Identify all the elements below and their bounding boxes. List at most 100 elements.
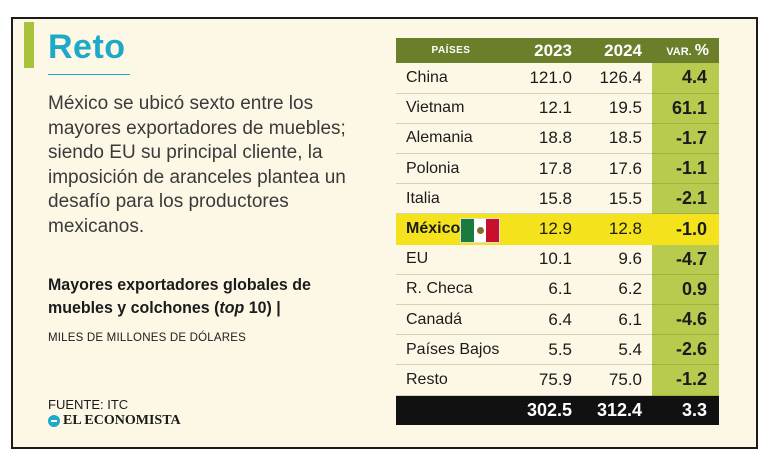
- exporters-table: PAÍSES 2023 2024 VAR. % China 121.0 126.4 4…: [396, 38, 719, 426]
- variation-cell-text: 4.4: [681, 67, 707, 88]
- value-2023-cell: 12.1: [506, 93, 582, 124]
- total-row: 302.5 312.4 3.3: [396, 395, 719, 426]
- country-cell: R. Checa: [396, 274, 506, 306]
- value-2024-cell: 6.1: [582, 304, 652, 336]
- variation-cell: -1.1: [652, 153, 719, 185]
- value-2024-cell-text: 17.6: [608, 158, 642, 178]
- variation-cell-text: -4.6: [675, 309, 707, 330]
- value-2023-cell: 17.8: [506, 153, 582, 185]
- source-label: FUENTE: ITC: [48, 397, 129, 412]
- chart-title-part2: 10) |: [244, 298, 281, 317]
- value-2024-cell: 18.5: [582, 123, 652, 155]
- value-2023-cell: 18.8: [506, 123, 582, 155]
- value-2024-cell-text: 75.0: [608, 369, 642, 389]
- value-2024-cell: 15.5: [582, 183, 652, 215]
- country-cell: Resto: [396, 364, 506, 396]
- header-2023: 2023: [506, 38, 582, 63]
- value-2023-cell-text: 10.1: [538, 249, 572, 269]
- variation-cell-text: 0.9: [681, 278, 707, 299]
- variation-cell-text: -2.1: [675, 188, 707, 209]
- variation-cell: -4.6: [652, 304, 719, 336]
- country-cell: Polonia: [396, 153, 506, 185]
- country-cell-text: R. Checa: [406, 280, 473, 298]
- table-row: EU 10.1 9.6 -4.7: [396, 244, 719, 275]
- value-2024-cell: 5.4: [582, 334, 652, 366]
- table-row: Vietnam 12.1 19.5 61.1: [396, 93, 719, 124]
- value-2023-cell-text: 12.1: [538, 98, 572, 118]
- variation-cell: -1.2: [652, 364, 719, 396]
- brand-logo: EL ECONOMISTA: [48, 413, 181, 429]
- value-2023-cell: 5.5: [506, 334, 582, 366]
- brand-icon: [48, 415, 60, 427]
- value-2024-cell-text: 6.1: [618, 309, 642, 329]
- accent-bar: [24, 22, 34, 68]
- table-row: Canadá 6.4 6.1 -4.6: [396, 304, 719, 336]
- total-var-cell: 3.3: [652, 395, 719, 426]
- country-cell-text: EU: [406, 250, 429, 268]
- table-row: México 12.9 12.8 -1.0: [396, 213, 719, 245]
- table-body: China 121.0 126.4 4.4 Vietnam 12.1 19.5 61.1 Ale…: [396, 63, 719, 426]
- value-2023-cell: 75.9: [506, 364, 582, 396]
- percent-sign: %: [694, 41, 709, 59]
- brand-name: EL ECONOMISTA: [63, 413, 181, 428]
- value-2023-cell-text: 17.8: [538, 158, 572, 178]
- value-2023-cell: 6.4: [506, 304, 582, 336]
- value-2023-cell-text: 75.9: [538, 369, 572, 389]
- value-2023-cell-text: 5.5: [548, 339, 572, 359]
- value-2023-cell-text: 6.1: [548, 279, 572, 299]
- country-cell: EU: [396, 244, 506, 275]
- header-var: VAR. %: [652, 38, 719, 63]
- table-row: China 121.0 126.4 4.4: [396, 63, 719, 94]
- variation-cell: 0.9: [652, 274, 719, 306]
- value-2023-cell-text: 12.9: [538, 219, 572, 239]
- variation-cell: -1.0: [652, 213, 719, 245]
- value-2023-cell-text: 15.8: [538, 188, 572, 208]
- value-2024-cell: 12.8: [582, 213, 652, 245]
- table-row: Países Bajos 5.5 5.4 -2.6: [396, 334, 719, 366]
- value-2024-cell: 6.2: [582, 274, 652, 306]
- value-2024-cell-text: 6.2: [618, 279, 642, 299]
- total-2024-cell: 312.4: [582, 395, 652, 426]
- chart-title-part1: Mayores exportadores globales de muebles…: [48, 275, 311, 317]
- country-cell-text: Países Bajos: [406, 340, 500, 358]
- variation-cell: -2.6: [652, 334, 719, 366]
- value-2024-cell-text: 18.5: [608, 128, 642, 148]
- variation-cell-text: -2.6: [675, 339, 707, 360]
- table-row: Resto 75.9 75.0 -1.2: [396, 364, 719, 396]
- total-label-cell: [396, 395, 506, 426]
- country-cell-text: Alemania: [406, 129, 473, 147]
- country-cell-text: Polonia: [406, 159, 460, 177]
- country-cell: Vietnam: [396, 93, 506, 124]
- variation-cell: 4.4: [652, 63, 719, 94]
- value-2023-cell: 6.1: [506, 274, 582, 306]
- variation-cell: -2.1: [652, 183, 719, 215]
- value-2024-cell: 19.5: [582, 93, 652, 124]
- header-countries: PAÍSES: [396, 38, 506, 63]
- country-cell: Italia: [396, 183, 506, 215]
- value-2024-cell-text: 19.5: [608, 98, 642, 118]
- value-2023-cell: 121.0: [506, 63, 582, 94]
- chart-title-em: top: [219, 298, 245, 317]
- value-2024-cell-text: 15.5: [608, 188, 642, 208]
- variation-cell-text: -1.7: [675, 127, 707, 148]
- value-2024-cell-text: 12.8: [608, 219, 642, 239]
- value-2024-cell-text: 5.4: [618, 339, 642, 359]
- value-2023-cell-text: 121.0: [529, 67, 572, 87]
- value-2024-cell-text: 126.4: [599, 67, 642, 87]
- variation-cell-text: -1.0: [675, 218, 707, 239]
- units-label: MILES DE MILLONES DE DÓLARES: [48, 332, 246, 344]
- country-cell-text: Resto: [406, 370, 448, 388]
- country-cell: Alemania: [396, 123, 506, 155]
- value-2024-cell: 126.4: [582, 63, 652, 94]
- value-2023-cell: 12.9: [506, 213, 582, 245]
- intro-text: México se ubicó sexto entre los mayores …: [48, 93, 346, 237]
- table-row: Alemania 18.8 18.5 -1.7: [396, 123, 719, 155]
- value-2024-cell-text: 9.6: [618, 249, 642, 269]
- variation-cell-text: -1.1: [675, 158, 707, 179]
- table-header-row: PAÍSES 2023 2024 VAR. %: [396, 38, 719, 63]
- country-cell-text: México: [406, 220, 461, 238]
- variation-cell-text: -1.2: [675, 369, 707, 390]
- variation-cell-text: 61.1: [671, 97, 707, 118]
- value-2023-cell: 15.8: [506, 183, 582, 215]
- country-cell: China: [396, 63, 506, 94]
